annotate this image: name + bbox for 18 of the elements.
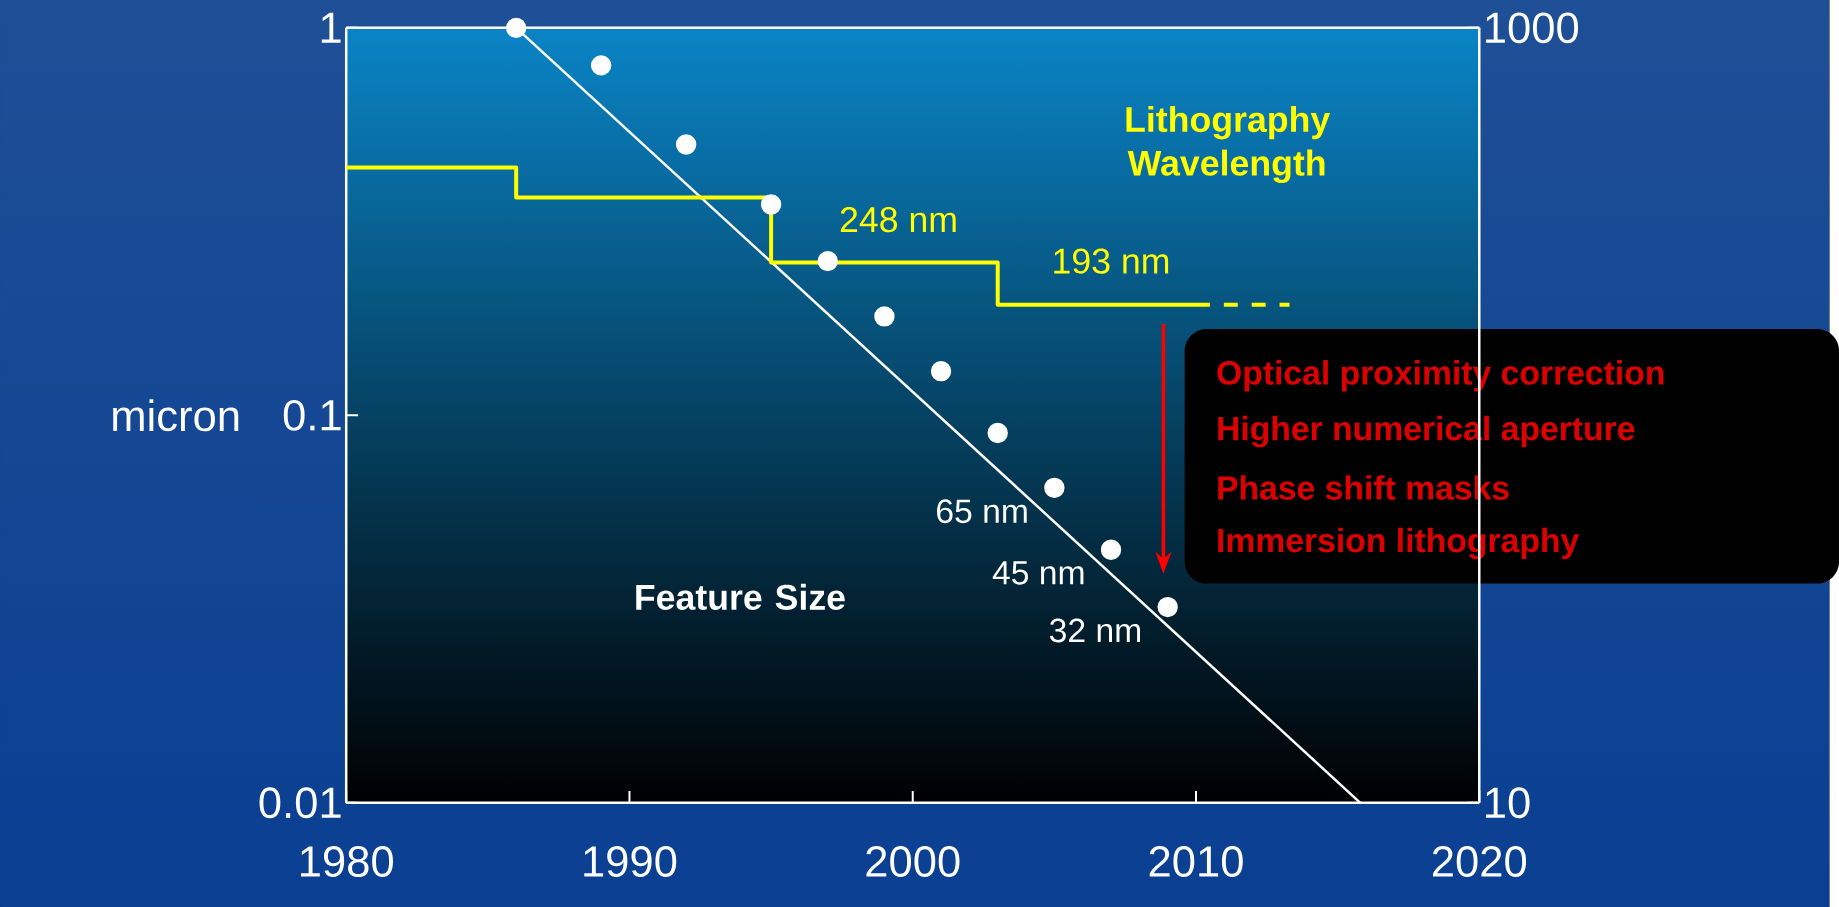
- annotation: Lithography Wavelength: [1126, 105, 1331, 183]
- x-tick-label: 2020: [1432, 845, 1527, 877]
- x-tick-label: 2000: [866, 845, 960, 877]
- annotation: Feature Size: [636, 583, 845, 610]
- y-tick-label: 0.1: [283, 399, 341, 431]
- annotation: 32 nm: [1049, 618, 1141, 643]
- annotation: 65 nm: [937, 499, 1027, 524]
- annotation: 45 nm: [992, 561, 1084, 585]
- x-tick-label: 2010: [1149, 845, 1243, 877]
- y-axis-title: micron: [113, 399, 239, 432]
- annotation: 193 nm: [1054, 248, 1169, 274]
- y2-tick-label: 10: [1486, 787, 1530, 819]
- x-tick-label: 1980: [301, 845, 393, 877]
- annotation: 248 nm: [840, 206, 956, 233]
- y2-tick-label: 1000: [1486, 12, 1579, 44]
- y-tick-label: 1: [321, 12, 341, 43]
- x-tick-label: 1990: [584, 845, 677, 877]
- y-tick-label: 0.01: [259, 787, 341, 819]
